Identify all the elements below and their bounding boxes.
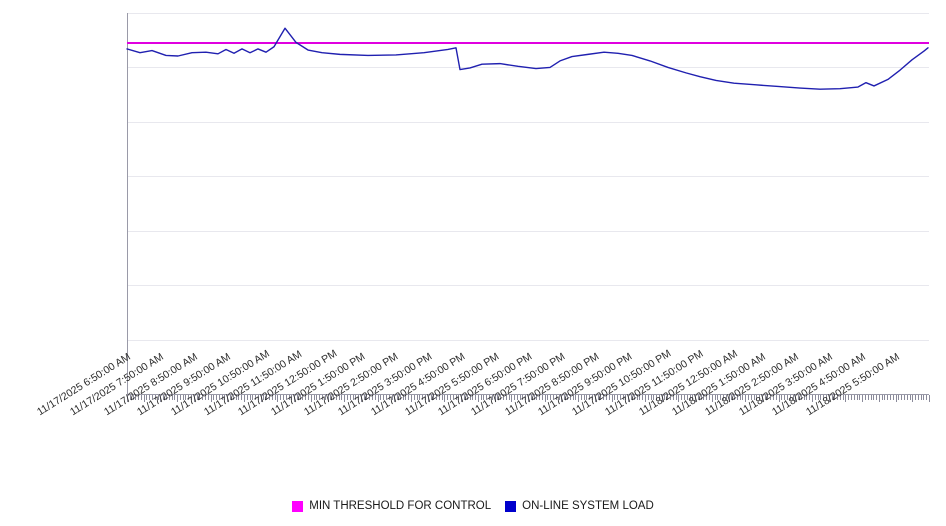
legend-item-system-load: ON-LINE SYSTEM LOAD — [505, 500, 654, 512]
legend-item-min-threshold: MIN THRESHOLD FOR CONTROL — [292, 500, 491, 512]
legend-label-min-threshold: MIN THRESHOLD FOR CONTROL — [309, 500, 492, 512]
system-load-line — [126, 27, 929, 90]
chart-legend: MIN THRESHOLD FOR CONTROL ON-LINE SYSTEM… — [0, 496, 946, 516]
legend-swatch-magenta — [292, 500, 304, 512]
legend-label-system-load: ON-LINE SYSTEM LOAD — [522, 500, 654, 512]
axis-lines-group — [127, 13, 929, 395]
legend-swatch-blue — [505, 500, 517, 512]
x-axis-ticks — [127, 395, 930, 402]
gridlines-group — [127, 13, 929, 341]
